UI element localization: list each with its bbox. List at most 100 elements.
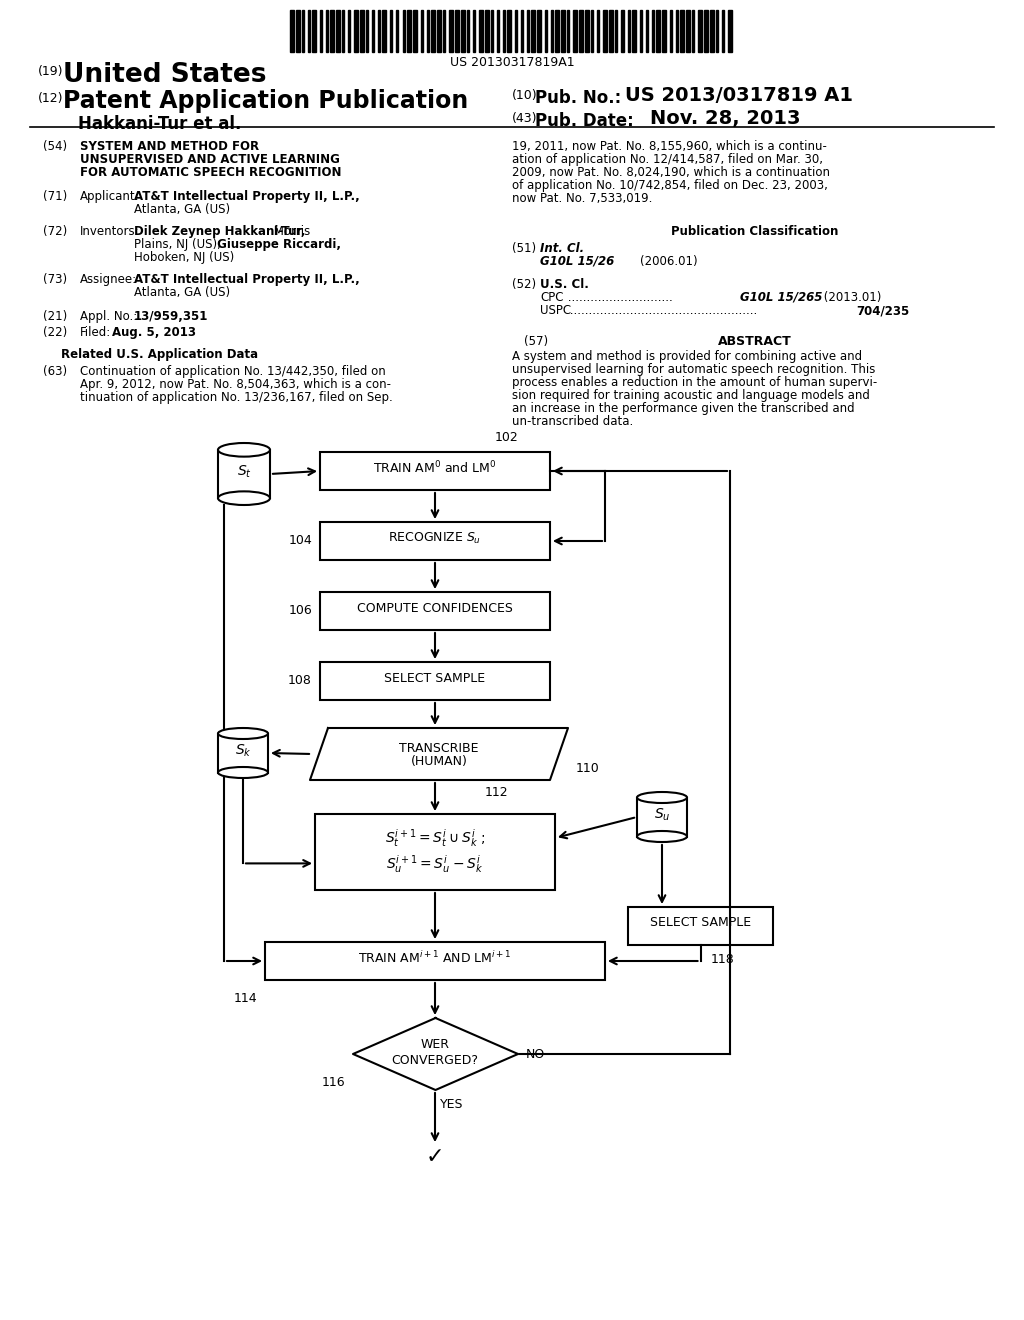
Text: Pub. Date:: Pub. Date:	[535, 112, 634, 129]
Text: (2006.01): (2006.01)	[640, 255, 697, 268]
Bar	[551, 11, 553, 51]
Bar	[360, 11, 365, 51]
Text: Aug. 5, 2013: Aug. 5, 2013	[112, 326, 196, 339]
Text: (51): (51)	[512, 242, 537, 255]
Text: G10L 15/26: G10L 15/26	[540, 255, 614, 268]
Text: US 2013/0317819 A1: US 2013/0317819 A1	[625, 86, 853, 106]
Bar	[330, 11, 334, 51]
Bar	[586, 11, 590, 51]
Text: AT&T Intellectual Property II, L.P.,: AT&T Intellectual Property II, L.P.,	[134, 190, 359, 203]
Bar	[686, 11, 690, 51]
Bar	[545, 11, 547, 51]
Bar	[640, 11, 642, 51]
Ellipse shape	[218, 491, 270, 506]
Bar	[427, 11, 429, 51]
Bar	[507, 11, 511, 51]
Text: Atlanta, GA (US): Atlanta, GA (US)	[134, 286, 230, 300]
Polygon shape	[310, 729, 568, 780]
Bar	[390, 11, 392, 51]
Bar	[670, 11, 672, 51]
FancyBboxPatch shape	[628, 907, 773, 945]
Text: $S_u^{i+1}=S_u^i - S_k^i$: $S_u^{i+1}=S_u^i - S_k^i$	[386, 853, 483, 875]
Text: Assignee:: Assignee:	[80, 273, 137, 286]
Text: G10L 15/265: G10L 15/265	[740, 290, 822, 304]
Bar	[485, 11, 488, 51]
Text: $S_t^{i+1}=S_t^i \cup S_k^i$ ;: $S_t^{i+1}=S_t^i \cup S_k^i$ ;	[385, 828, 485, 849]
Bar	[651, 11, 653, 51]
Bar	[697, 11, 701, 51]
Bar	[373, 11, 375, 51]
Text: Plains, NJ (US);: Plains, NJ (US);	[134, 238, 221, 251]
Text: (10): (10)	[512, 88, 538, 102]
Text: (57): (57)	[524, 335, 548, 348]
Text: Nov. 28, 2013: Nov. 28, 2013	[650, 110, 801, 128]
Text: Hoboken, NJ (US): Hoboken, NJ (US)	[134, 251, 234, 264]
Text: US 20130317819A1: US 20130317819A1	[450, 55, 574, 69]
Text: 114: 114	[233, 993, 257, 1005]
Text: Apr. 9, 2012, now Pat. No. 8,504,363, which is a con-: Apr. 9, 2012, now Pat. No. 8,504,363, wh…	[80, 378, 391, 391]
Text: Giuseppe Riccardi,: Giuseppe Riccardi,	[213, 238, 341, 251]
Text: SELECT SAMPLE: SELECT SAMPLE	[384, 672, 485, 685]
Bar	[407, 11, 411, 51]
Bar	[722, 11, 724, 51]
Bar	[728, 11, 732, 51]
Text: ation of application No. 12/414,587, filed on Mar. 30,: ation of application No. 12/414,587, fil…	[512, 153, 823, 166]
Text: 106: 106	[288, 605, 312, 618]
Text: Continuation of application No. 13/442,350, filed on: Continuation of application No. 13/442,3…	[80, 366, 386, 378]
Ellipse shape	[218, 444, 270, 457]
Text: TRAIN AM$^0$ and LM$^0$: TRAIN AM$^0$ and LM$^0$	[373, 459, 497, 477]
Text: (2013.01): (2013.01)	[820, 290, 882, 304]
Text: un-transcribed data.: un-transcribed data.	[512, 414, 633, 428]
FancyBboxPatch shape	[265, 942, 605, 979]
Text: 2009, now Pat. No. 8,024,190, which is a continuation: 2009, now Pat. No. 8,024,190, which is a…	[512, 166, 830, 180]
Bar	[396, 11, 398, 51]
Text: (73): (73)	[43, 273, 68, 286]
Text: United States: United States	[63, 62, 266, 88]
Bar	[308, 11, 310, 51]
Bar	[290, 11, 294, 51]
Text: TRAIN AM$^{i+1}$ AND LM$^{i+1}$: TRAIN AM$^{i+1}$ AND LM$^{i+1}$	[358, 950, 512, 966]
Bar	[436, 11, 440, 51]
Text: (19): (19)	[38, 65, 63, 78]
Bar	[467, 11, 469, 51]
Text: ............................: ............................	[564, 290, 673, 304]
Ellipse shape	[637, 792, 687, 803]
Text: 110: 110	[575, 762, 600, 775]
Bar	[497, 11, 499, 51]
Text: U.S. Cl.: U.S. Cl.	[540, 279, 589, 290]
Text: (21): (21)	[43, 310, 68, 323]
Text: 13/959,351: 13/959,351	[134, 310, 208, 323]
Text: Hakkani-Tur et al.: Hakkani-Tur et al.	[78, 115, 242, 133]
Bar	[662, 11, 666, 51]
Bar	[580, 11, 584, 51]
Text: 116: 116	[322, 1076, 345, 1089]
Bar	[561, 11, 565, 51]
Text: 104: 104	[288, 535, 312, 548]
Text: (22): (22)	[43, 326, 68, 339]
Bar	[603, 11, 607, 51]
Bar	[597, 11, 599, 51]
Bar	[431, 11, 434, 51]
Bar	[538, 11, 541, 51]
Bar	[622, 11, 624, 51]
Text: (72): (72)	[43, 224, 68, 238]
Bar	[680, 11, 684, 51]
Text: tinuation of application No. 13/236,167, filed on Sep.: tinuation of application No. 13/236,167,…	[80, 391, 393, 404]
Bar	[521, 11, 523, 51]
Text: AT&T Intellectual Property II, L.P.,: AT&T Intellectual Property II, L.P.,	[134, 273, 359, 286]
Text: $S_k$: $S_k$	[234, 743, 251, 759]
Bar	[413, 11, 417, 51]
Text: (HUMAN): (HUMAN)	[411, 755, 467, 768]
Text: COMPUTE CONFIDENCES: COMPUTE CONFIDENCES	[357, 602, 513, 615]
Text: CPC: CPC	[540, 290, 563, 304]
Text: NO: NO	[526, 1048, 545, 1060]
Bar	[527, 11, 529, 51]
FancyBboxPatch shape	[315, 814, 555, 890]
Text: (52): (52)	[512, 279, 537, 290]
Text: WER: WER	[421, 1039, 450, 1052]
Polygon shape	[637, 797, 687, 837]
Text: an increase in the performance given the transcribed and: an increase in the performance given the…	[512, 403, 855, 414]
Text: of application No. 10/742,854, filed on Dec. 23, 2003,: of application No. 10/742,854, filed on …	[512, 180, 827, 191]
Bar	[567, 11, 569, 51]
Bar	[479, 11, 483, 51]
